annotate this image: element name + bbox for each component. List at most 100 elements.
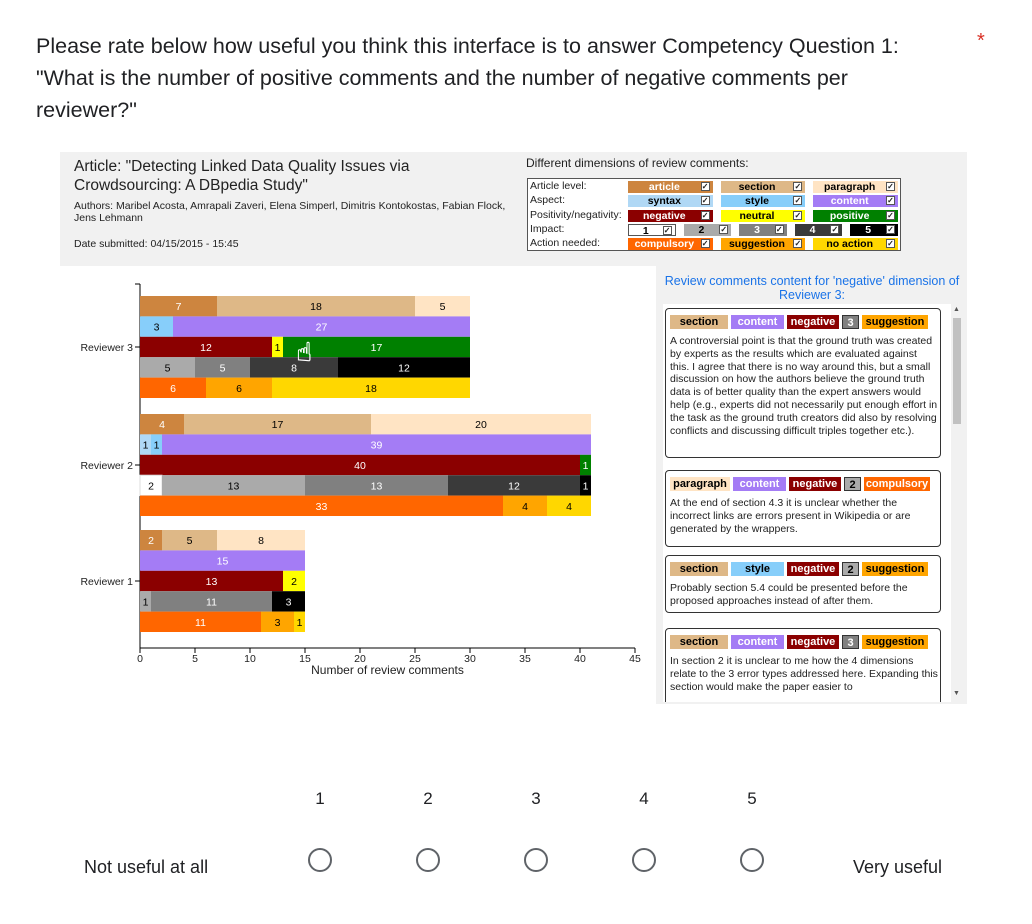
rating-radio-2[interactable] <box>416 848 440 872</box>
rating-radio-3[interactable] <box>524 848 548 872</box>
bar-segment <box>162 475 305 496</box>
checkbox-checked-icon[interactable]: ✓ <box>700 210 710 220</box>
checkbox-checked-icon[interactable]: ✓ <box>793 196 803 206</box>
bar-segment <box>140 591 151 612</box>
x-tick-label: 15 <box>299 653 311 665</box>
figure-header: Article: "Detecting Linked Data Quality … <box>60 152 967 262</box>
bar-label: 1 <box>275 342 281 354</box>
rating-radio-4[interactable] <box>632 848 656 872</box>
bar-segment <box>580 454 591 476</box>
bar-segment <box>283 570 305 592</box>
scroll-up-icon[interactable]: ▲ <box>953 306 960 313</box>
dimension-chip-no-action[interactable]: no action ✓ <box>813 238 898 251</box>
dimension-chip-compulsory[interactable]: compulsory ✓ <box>628 238 713 251</box>
bar-label: 1 <box>583 480 589 492</box>
x-tick-label: 10 <box>244 653 256 665</box>
comment-tag: 3 <box>842 315 859 329</box>
checkbox-checked-icon[interactable]: ✓ <box>885 196 895 206</box>
checkbox-checked-icon[interactable]: ✓ <box>700 182 710 191</box>
required-asterisk: * <box>977 30 985 52</box>
rating-radio-1[interactable] <box>308 848 332 872</box>
bar-label: 12 <box>200 342 212 354</box>
checkbox-checked-icon[interactable]: ✓ <box>885 224 895 234</box>
dimension-chip-neutral[interactable]: neutral ✓ <box>720 209 806 222</box>
comment-tag: section <box>670 562 728 576</box>
dimension-chip-5[interactable]: 5 ✓ <box>850 223 898 236</box>
checkbox-checked-icon[interactable]: ✓ <box>700 196 710 206</box>
bar-segment <box>448 475 580 496</box>
article-authors: Authors: Maribel Acosta, Amrapali Zaveri… <box>74 200 506 224</box>
bar-segment <box>272 377 470 398</box>
rating-radio-5[interactable] <box>740 848 764 872</box>
dimension-chip-3[interactable]: 3 ✓ <box>739 223 787 236</box>
bar-label: 4 <box>522 501 528 513</box>
bar-segment <box>272 336 283 358</box>
dimension-chip-1[interactable]: 1 ✓ <box>628 223 676 237</box>
bar-label: 8 <box>258 535 264 547</box>
checkbox-checked-icon[interactable]: ✓ <box>774 224 784 234</box>
checkbox-checked-icon[interactable]: ✓ <box>885 239 895 249</box>
bar-segment <box>338 357 470 378</box>
dimensions-legend: Article level: article ✓ section ✓ paragraph ✓… <box>527 178 901 251</box>
dimension-chip-suggestion[interactable]: suggestion ✓ <box>720 238 806 251</box>
bar-label: 1 <box>143 440 149 452</box>
scale-max-label: Very useful <box>853 857 943 877</box>
checkbox-checked-icon[interactable]: ✓ <box>793 182 803 191</box>
bar-segment <box>140 434 151 455</box>
scale-min-label: Not useful at all <box>84 857 209 877</box>
review-comment-card[interactable]: section style negative 2 suggestion Probably … <box>665 555 941 613</box>
dimension-chip-content[interactable]: content ✓ <box>813 195 898 208</box>
dimension-chip-positive[interactable]: positive ✓ <box>813 209 898 222</box>
dimension-chip-syntax[interactable]: syntax ✓ <box>628 195 713 208</box>
comment-tag: 2 <box>844 477 861 491</box>
bar-label: 5 <box>187 535 193 547</box>
y-tick-label: Reviewer 3 <box>80 342 133 354</box>
review-panel-title: Review comments content for 'negative' d… <box>664 274 960 302</box>
bar-label: 12 <box>508 480 520 492</box>
review-comment-card[interactable]: paragraph content negative 2 compulsory At th… <box>665 470 941 547</box>
checkbox-checked-icon[interactable]: ✓ <box>885 182 895 191</box>
scroll-down-icon[interactable]: ▼ <box>953 690 960 697</box>
scroll-thumb[interactable] <box>953 318 961 424</box>
dimension-chip-4[interactable]: 4 ✓ <box>794 223 843 236</box>
review-comments-panel[interactable]: ▲ ▼ section content negative 3 suggestion A c… <box>663 304 963 702</box>
dimension-chip-2[interactable]: 2 ✓ <box>683 223 732 236</box>
comment-text: At the end of section 4.3 it is unclear … <box>670 497 911 535</box>
checkbox-checked-icon[interactable]: ✓ <box>700 239 710 249</box>
bar-segment <box>206 377 272 398</box>
review-scrollbar[interactable]: ▲ ▼ <box>951 304 963 702</box>
bar-segment <box>184 414 371 435</box>
checkbox-checked-icon[interactable]: ✓ <box>885 210 895 220</box>
bar-label: 7 <box>176 301 182 313</box>
scale-number: 1 <box>315 789 325 808</box>
bar-label: 6 <box>170 383 176 395</box>
comment-tag: suggestion <box>862 562 928 576</box>
bar-label: 3 <box>286 596 292 608</box>
article-title: Article: "Detecting Linked Data Quality … <box>74 158 410 194</box>
bar-segment <box>250 357 338 378</box>
checkbox-checked-icon[interactable]: ✓ <box>830 224 840 234</box>
dimension-chip-style[interactable]: style ✓ <box>720 195 806 208</box>
checkbox-checked-icon[interactable]: ✓ <box>793 239 803 249</box>
scale-number: 5 <box>747 789 757 808</box>
review-comment-card[interactable]: section content negative 3 suggestion A contr… <box>665 308 941 458</box>
bar-segment <box>415 296 470 317</box>
checkbox-checked-icon[interactable]: ✓ <box>793 210 803 220</box>
dimension-chip-section[interactable]: section ✓ <box>720 181 806 193</box>
review-comment-card[interactable]: section content negative 3 suggestion In sect… <box>665 628 941 702</box>
checkbox-checked-icon[interactable]: ✓ <box>719 224 729 234</box>
dimension-chip-negative[interactable]: negative ✓ <box>628 209 713 222</box>
bar-segment <box>140 454 580 476</box>
bar-segment <box>503 495 547 516</box>
checkbox-checked-icon[interactable]: ✓ <box>662 225 672 235</box>
x-tick-label: 25 <box>409 653 421 665</box>
interface-figure: Article: "Detecting Linked Data Quality … <box>60 152 967 704</box>
x-tick-label: 20 <box>354 653 366 665</box>
comment-text: A controversial point is that the ground… <box>670 335 938 437</box>
bar-segment <box>140 495 503 516</box>
bar-label: 1 <box>297 617 303 629</box>
dimension-chip-paragraph[interactable]: paragraph ✓ <box>813 181 898 193</box>
dimension-chip-article[interactable]: article ✓ <box>628 181 713 193</box>
comment-tag: negative <box>787 635 839 649</box>
